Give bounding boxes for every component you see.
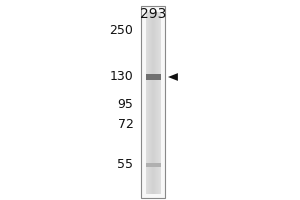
Bar [154, 12, 155, 194]
Text: 72: 72 [118, 118, 134, 132]
Text: 293: 293 [140, 7, 166, 21]
Bar [141, 6, 165, 198]
Bar [152, 12, 153, 194]
Text: 95: 95 [118, 98, 134, 112]
Bar [146, 163, 160, 167]
Bar [159, 12, 160, 194]
Text: 55: 55 [118, 158, 134, 171]
Bar [151, 12, 152, 194]
Bar [155, 12, 156, 194]
Bar [160, 12, 161, 194]
Bar [149, 12, 150, 194]
Bar [154, 12, 155, 194]
Text: 130: 130 [110, 71, 134, 84]
Bar [157, 12, 158, 194]
Bar [153, 12, 154, 194]
Polygon shape [168, 73, 178, 81]
Bar [150, 12, 151, 194]
Bar [158, 12, 159, 194]
Bar [147, 12, 148, 194]
Bar [146, 12, 147, 194]
Bar [146, 74, 160, 80]
Bar [156, 12, 157, 194]
Bar [148, 12, 149, 194]
Text: 250: 250 [110, 24, 134, 38]
